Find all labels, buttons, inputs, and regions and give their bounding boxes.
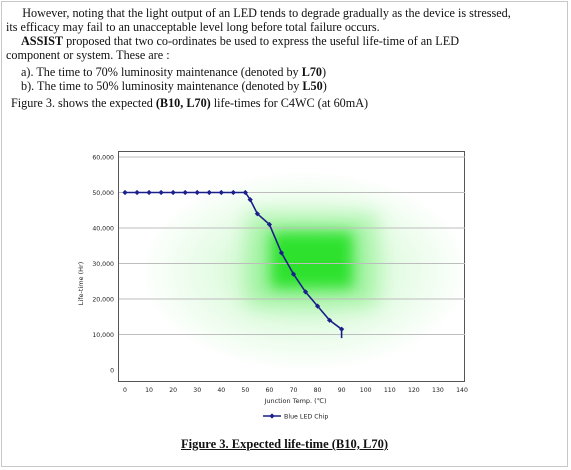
- y-axis-title: Life-time (Hr): [77, 262, 85, 305]
- x-tick-label: 130: [432, 387, 444, 394]
- x-tick-label: 80: [314, 387, 322, 394]
- data-point-marker: [266, 221, 273, 228]
- x-tick-label: 50: [241, 387, 249, 394]
- y-tick-label: 10,000: [92, 332, 114, 339]
- data-point-marker: [230, 189, 236, 196]
- data-point-marker: [206, 189, 212, 196]
- list-item-b: b). The time to 50% luminosity maintenan…: [21, 79, 327, 93]
- x-tick-label: 0: [123, 387, 127, 394]
- data-point-marker: [339, 326, 345, 332]
- chart-plot-area: [118, 151, 465, 382]
- y-tick-label: 60,000: [92, 155, 114, 162]
- data-point-marker: [247, 197, 253, 203]
- x-tick-label: 120: [408, 387, 420, 394]
- data-point-marker: [218, 189, 224, 196]
- paragraph-line: component or system. These are :: [6, 48, 170, 62]
- y-tick-label: 30,000: [92, 261, 114, 268]
- y-tick-label: 20,000: [92, 297, 114, 304]
- x-tick-label: 20: [169, 387, 177, 394]
- legend-label: Blue LED Chip: [284, 413, 328, 420]
- data-point-marker: [182, 189, 188, 196]
- x-tick-label: 30: [193, 387, 201, 394]
- paragraph-line: However, noting that the light output of…: [22, 6, 511, 20]
- figure-caption: Figure 3. Expected life-time (B10, L70): [181, 437, 389, 451]
- data-point-marker: [302, 289, 309, 295]
- y-tick-label: 40,000: [92, 226, 114, 233]
- x-tick-label: 100: [360, 387, 372, 394]
- x-tick-label: 140: [456, 387, 468, 394]
- data-point-marker: [134, 189, 140, 196]
- data-point-marker: [254, 211, 260, 217]
- assist-bold: ASSIST: [21, 34, 64, 48]
- figure-intro-line: Figure 3. shows the expected (B10, L70) …: [11, 96, 369, 110]
- series-line-blue-led-chip: [125, 191, 343, 339]
- y-tick-label: 0: [110, 368, 114, 375]
- y-tick-label: 50,000: [92, 190, 114, 197]
- x-tick-label: 10: [145, 387, 153, 394]
- x-tick-label: 40: [217, 387, 225, 394]
- data-point-marker: [278, 250, 285, 256]
- data-point-marker: [146, 189, 152, 196]
- data-point-marker: [170, 189, 176, 196]
- data-point-marker: [194, 189, 200, 196]
- paragraph-line: ASSIST proposed that two co-ordinates be…: [21, 34, 459, 48]
- x-tick-label: 110: [384, 387, 396, 394]
- data-point-marker: [242, 189, 248, 196]
- data-point-marker: [327, 317, 333, 323]
- x-tick-label: 90: [338, 387, 346, 394]
- x-tick-label: 70: [290, 387, 298, 394]
- list-item-a: a). The time to 70% luminosity maintenan…: [21, 65, 327, 79]
- x-tick-label: 60: [265, 387, 273, 394]
- data-point-marker: [314, 303, 321, 309]
- data-point-marker: [158, 189, 164, 196]
- legend-marker: [269, 413, 275, 419]
- paragraph-line: its efficacy may fail to an unacceptable…: [6, 20, 380, 34]
- data-point-marker: [290, 271, 297, 277]
- x-axis-title: Junction Temp. (℃): [263, 397, 326, 405]
- data-point-marker: [122, 189, 128, 196]
